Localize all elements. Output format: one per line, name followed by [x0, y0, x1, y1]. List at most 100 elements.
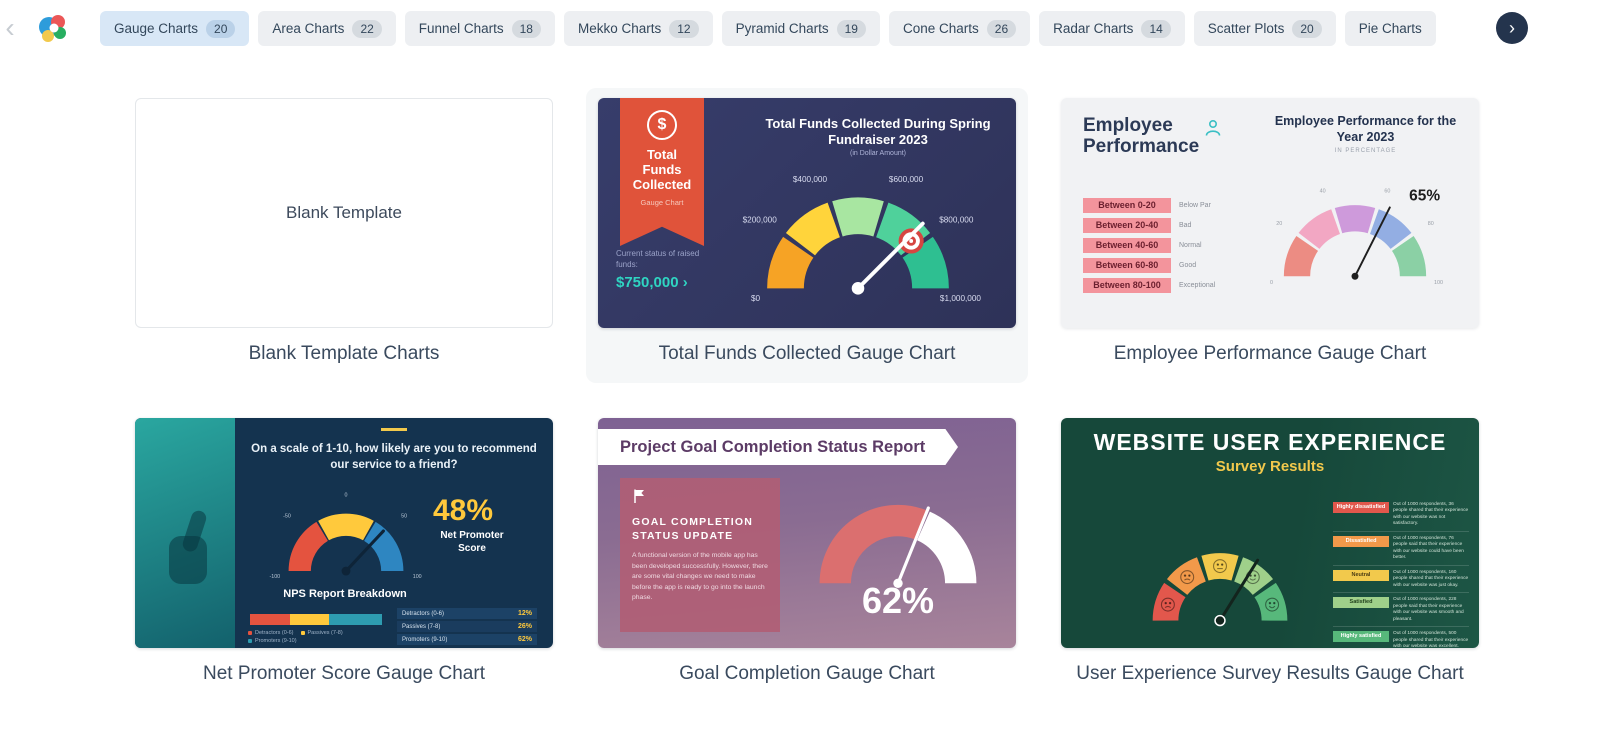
survey-legend: Highly dissatisfied Out of 1000 responde…: [1333, 502, 1469, 648]
breakdown-bar: [250, 614, 382, 625]
top-bar: ‹ Gauge Charts 20 Area Charts 22 Funnel …: [0, 0, 1600, 56]
ribbon-badge: $ Total Funds Collected Gauge Chart: [620, 98, 704, 246]
chart-title: Total Funds Collected During Spring Fund…: [765, 116, 991, 148]
blank-template-thumbnail[interactable]: Blank Template: [135, 98, 553, 328]
template-caption: Goal Completion Gauge Chart: [679, 663, 935, 684]
tab-count-badge: 22: [352, 19, 382, 38]
legend-dot: [248, 639, 252, 643]
panel-title: GOAL COMPLETION STATUS UPDATE: [632, 516, 754, 543]
gauge-tick: 100: [1434, 280, 1443, 286]
template-caption: Blank Template Charts: [248, 343, 440, 364]
legend-chip: Highly satisfied: [1333, 631, 1389, 643]
back-chevron-icon[interactable]: ‹: [5, 12, 15, 43]
next-tabs-button[interactable]: ›: [1496, 12, 1528, 44]
gauge-tick: 40: [1320, 189, 1326, 195]
tab-count-badge: 18: [511, 19, 541, 38]
legend-note: Out of 1000 respondents, 76 people said …: [1393, 535, 1464, 561]
legend-range: Between 40-60: [1083, 238, 1171, 253]
gauge-segment: [916, 511, 977, 585]
gauge-segment: [832, 197, 884, 237]
template-card-employee-performance[interactable]: Employee Performance Between 0-20 Below …: [1049, 88, 1491, 383]
gauge-segment: [1391, 235, 1427, 277]
gauge-segment: [1254, 582, 1288, 622]
tab-count-badge: 20: [206, 19, 236, 38]
breakdown-legend: Detractors (0-6) Passives (7-8) Promoter…: [248, 630, 393, 644]
employee-performance-thumbnail[interactable]: Employee Performance Between 0-20 Below …: [1061, 98, 1479, 328]
legend-range: Between 0-20: [1083, 198, 1171, 213]
funds-gauge-chart: $0 $200,000 $400,000 $600,000 $800,000 $…: [743, 175, 982, 303]
gauge-title: Employee Performance for the Year 2023: [1274, 114, 1457, 144]
gauge-segment: [819, 504, 927, 584]
legend-row: Between 0-20 Below Par: [1083, 198, 1253, 213]
legend-chip: Highly dissatisfied: [1333, 502, 1389, 513]
panel-text: A functional version of the mobile app h…: [632, 552, 768, 602]
legend-note: Out of 1000 respondents, 228 people said…: [1393, 597, 1464, 622]
gauge-tick: 50: [401, 514, 407, 520]
template-card-ux-survey[interactable]: WEBSITE USER EXPERIENCE Survey Results: [1049, 408, 1491, 703]
legend-chip: Satisfied: [1333, 597, 1389, 609]
legend-row: Between 60-80 Good: [1083, 258, 1253, 273]
legend-meaning: Normal: [1179, 242, 1202, 249]
template-card-goal-completion[interactable]: Project Goal Completion Status Report GO…: [586, 408, 1028, 703]
tab-cone-charts[interactable]: Cone Charts 26: [888, 11, 1031, 46]
tab-count-badge: 26: [986, 19, 1017, 38]
tab-area-charts[interactable]: Area Charts 22: [258, 11, 396, 46]
breakdown-title: NPS Report Breakdown: [283, 588, 407, 600]
legend-dot: [300, 631, 305, 635]
gauge-segment: [1369, 209, 1412, 250]
tab-scatter-plots[interactable]: Scatter Plots 20: [1193, 11, 1336, 46]
status-block: Current status of raised funds: $750,000…: [616, 248, 721, 291]
gauge-pivot: [341, 566, 351, 576]
tab-pie-charts[interactable]: Pie Charts: [1344, 11, 1436, 46]
nps-thumbnail[interactable]: On a scale of 1-10, how likely are you t…: [135, 418, 553, 648]
gauge-segment: [363, 521, 404, 572]
legend-row: Highly satisfied Out of 1000 respondents…: [1333, 631, 1469, 648]
tab-radar-charts[interactable]: Radar Charts 14: [1039, 11, 1185, 46]
tab-pyramid-charts[interactable]: Pyramid Charts 19: [721, 11, 880, 46]
goal-completion-thumbnail[interactable]: Project Goal Completion Status Report GO…: [598, 418, 1016, 648]
gauge-value-label: 65%: [1409, 187, 1440, 204]
gauge-segment: [1152, 582, 1186, 622]
legend-meaning: Exceptional: [1179, 282, 1216, 289]
chart-subtitle: (in Dollar Amount): [849, 150, 907, 157]
accent-dash: [381, 428, 407, 431]
gauge-needle: [344, 529, 385, 573]
total-funds-thumbnail[interactable]: $ Total Funds Collected Gauge Chart Tota…: [598, 98, 1016, 328]
status-panel: GOAL COMPLETION STATUS UPDATE A function…: [620, 478, 780, 632]
tab-gauge-charts[interactable]: Gauge Charts 20: [100, 11, 250, 46]
template-card-nps[interactable]: On a scale of 1-10, how likely are you t…: [123, 408, 565, 703]
target-icon: [898, 228, 924, 254]
sad-face-icon: [1180, 570, 1195, 585]
tab-mekko-charts[interactable]: Mekko Charts 12: [563, 11, 713, 46]
template-card-total-funds[interactable]: $ Total Funds Collected Gauge Chart Tota…: [586, 88, 1028, 383]
legend-row: Between 20-40 Bad: [1083, 218, 1253, 233]
status-value: $750,000 ›: [616, 274, 688, 292]
app-logo: [34, 10, 72, 48]
status-label: Current status of raised funds:: [616, 249, 700, 270]
employee-gauge-chart: 0 20 40 60 80 100 65%: [1270, 187, 1443, 286]
gauge-tick: $200,000: [743, 216, 778, 225]
gauge-segment: [1334, 205, 1376, 234]
gauge-pivot: [851, 282, 865, 295]
breakdown-table: Detractors (0-6) 12% Passives (7-8) 26% …: [397, 608, 537, 647]
table-row: Detractors (0-6) 12%: [397, 608, 537, 619]
legend-meaning: Good: [1179, 262, 1197, 269]
legend-meaning: Below Par: [1179, 202, 1211, 209]
legend-chip: Dissatisfied: [1333, 535, 1389, 547]
gauge-tick: 0: [345, 492, 348, 498]
gauge-tick: $600,000: [889, 175, 924, 184]
table-row: Passives (7-8) 26%: [397, 621, 537, 632]
tab-funnel-charts[interactable]: Funnel Charts 18: [404, 11, 555, 46]
legend-chip: Neutral: [1333, 569, 1389, 581]
gauge-tick: -100: [269, 574, 280, 580]
ux-survey-thumbnail[interactable]: WEBSITE USER EXPERIENCE Survey Results: [1061, 418, 1479, 648]
gauge-segment: [288, 521, 329, 572]
gauge-tick: 100: [413, 574, 422, 580]
template-card-blank[interactable]: Blank Template Blank Template Charts: [123, 88, 565, 383]
tab-count-badge: 19: [836, 19, 866, 38]
gauge-segment: [785, 202, 841, 256]
gauge-tick: $1,000,000: [940, 294, 981, 303]
chart-subtitle: Survey Results: [1215, 458, 1325, 475]
bar-segment: [289, 614, 330, 625]
nps-score-label: Net Promoter Score: [440, 530, 504, 554]
